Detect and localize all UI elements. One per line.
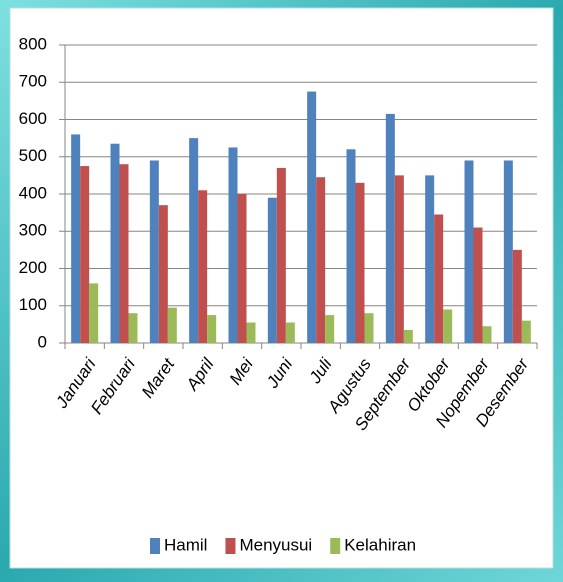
bar [325, 315, 335, 343]
bar [189, 138, 199, 343]
y-tick-label: 700 [19, 72, 47, 91]
y-tick-label: 600 [19, 109, 47, 128]
bar [473, 227, 483, 343]
bar [394, 175, 404, 343]
bar [128, 313, 138, 343]
y-tick-label: 100 [19, 295, 47, 314]
bar [228, 147, 238, 343]
bar [198, 190, 208, 343]
y-tick-label: 0 [38, 332, 47, 351]
bar [316, 177, 326, 343]
bar [267, 197, 277, 343]
bar [80, 166, 90, 343]
bar [443, 309, 453, 343]
bar [307, 91, 317, 343]
bar [521, 320, 531, 343]
bar [89, 283, 99, 343]
legend-label: Kelahiran [344, 535, 416, 554]
bar [246, 322, 256, 343]
bar [285, 322, 295, 343]
legend-swatch [150, 538, 160, 554]
bar [434, 214, 444, 343]
bar [482, 326, 492, 343]
legend-label: Hamil [164, 535, 207, 554]
bar [207, 315, 217, 343]
bar [364, 313, 374, 343]
y-tick-label: 500 [19, 146, 47, 165]
bar [464, 160, 474, 343]
bar [425, 175, 435, 343]
y-tick-label: 400 [19, 183, 47, 202]
legend-swatch [225, 538, 236, 554]
bar [276, 167, 286, 343]
bar [355, 182, 365, 343]
bar [71, 134, 81, 343]
y-tick-label: 300 [19, 221, 47, 240]
bar [237, 194, 247, 343]
y-tick-label: 200 [19, 258, 47, 277]
bar [167, 307, 177, 343]
legend-label: Menyusui [239, 535, 312, 554]
bar [119, 164, 129, 343]
bar [503, 160, 513, 343]
legend-swatch [330, 538, 341, 554]
bar [385, 113, 395, 343]
bar [512, 249, 522, 343]
bar [346, 149, 356, 343]
bar [158, 205, 168, 343]
bar [403, 329, 413, 343]
bar [149, 160, 159, 343]
bar [110, 143, 120, 343]
y-tick-label: 800 [19, 34, 47, 53]
